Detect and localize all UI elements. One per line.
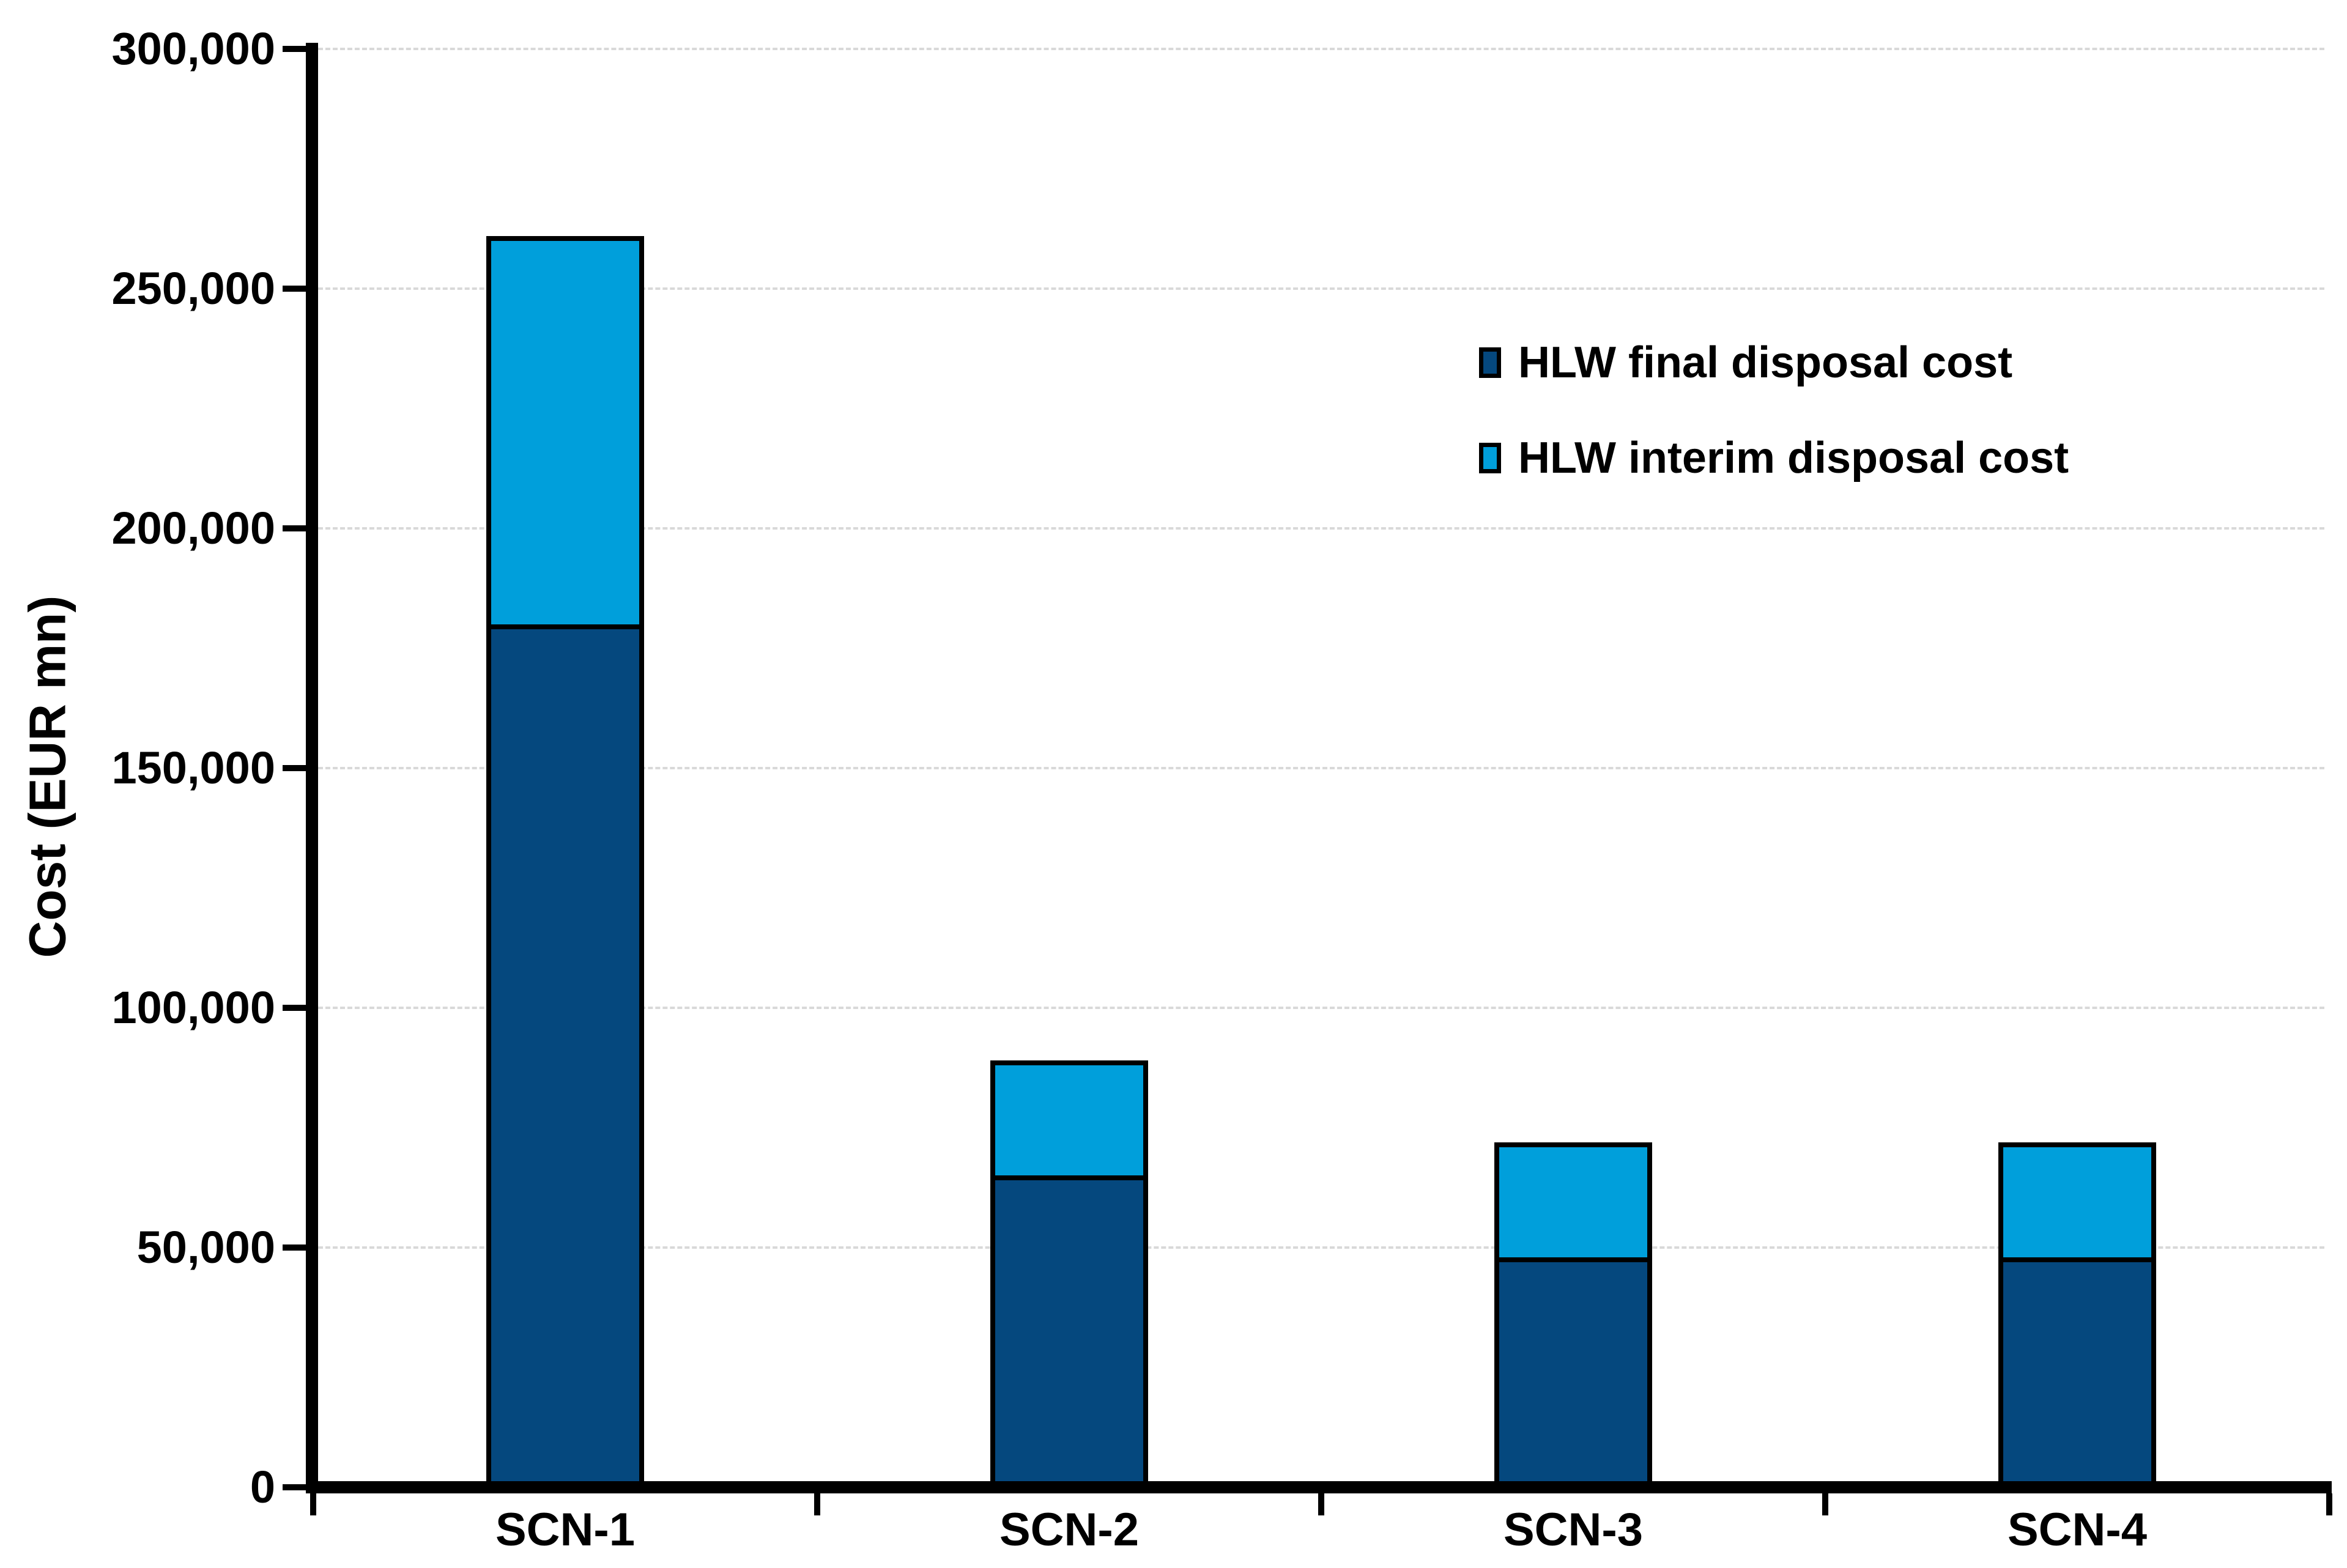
x-axis-line [306, 1481, 2332, 1493]
x-category-label-SCN-1: SCN-1 [495, 1504, 636, 1556]
gridline-250,000 [318, 287, 2324, 290]
x-category-label-SCN-4: SCN-4 [2007, 1504, 2148, 1556]
y-tick-100,000 [283, 1005, 306, 1011]
gridline-300,000 [318, 48, 2324, 50]
bar-SCN-4-final-segment [1998, 1257, 2156, 1487]
y-tick-label-300,000: 300,000 [111, 23, 276, 74]
y-tick-label-250,000: 250,000 [111, 263, 276, 314]
y-tick-label-200,000: 200,000 [111, 503, 276, 553]
y-tick-300,000 [283, 46, 306, 52]
x-category-label-SCN-2: SCN-2 [999, 1504, 1140, 1556]
bar-SCN-3-final-segment [1494, 1257, 1652, 1487]
y-tick-150,000 [283, 765, 306, 771]
y-tick-label-50,000: 50,000 [136, 1222, 275, 1273]
gridline-200,000 [318, 527, 2324, 530]
legend-label-final: HLW final disposal cost [1518, 338, 2013, 387]
y-tick-label-0: 0 [250, 1462, 275, 1512]
y-tick-label-100,000: 100,000 [111, 982, 276, 1033]
x-tick-boundary-2 [1318, 1493, 1324, 1515]
y-tick-50,000 [283, 1244, 306, 1251]
legend-label-interim: HLW interim disposal cost [1518, 434, 2069, 483]
x-tick-boundary-1 [814, 1493, 820, 1515]
gridline-100,000 [318, 1007, 2324, 1009]
y-axis-line [306, 43, 318, 1493]
gridline-50,000 [318, 1246, 2324, 1249]
bar-SCN-1-interim-segment [486, 235, 644, 624]
bar-SCN-1-final-segment [486, 624, 644, 1487]
bar-SCN-2-final-segment [990, 1175, 1148, 1487]
gridline-150,000 [318, 767, 2324, 769]
y-tick-0 [283, 1484, 306, 1490]
x-category-label-SCN-3: SCN-3 [1503, 1504, 1644, 1556]
x-tick-boundary-4 [2326, 1493, 2332, 1515]
bar-SCN-2-interim-segment [990, 1060, 1148, 1176]
legend-swatch-final-icon [1479, 347, 1501, 378]
x-tick-boundary-3 [1822, 1493, 1828, 1515]
y-axis-title: Cost (EUR mn) [18, 595, 76, 958]
y-tick-250,000 [283, 286, 306, 292]
legend-item-interim: HLW interim disposal cost [1479, 433, 2069, 483]
bar-SCN-3-interim-segment [1494, 1142, 1652, 1257]
legend-swatch-interim-icon [1479, 443, 1501, 473]
x-tick-boundary-0 [310, 1493, 316, 1515]
legend-item-final: HLW final disposal cost [1479, 338, 2012, 388]
y-tick-label-150,000: 150,000 [111, 742, 276, 793]
y-tick-200,000 [283, 525, 306, 531]
bar-SCN-4-interim-segment [1998, 1142, 2156, 1257]
